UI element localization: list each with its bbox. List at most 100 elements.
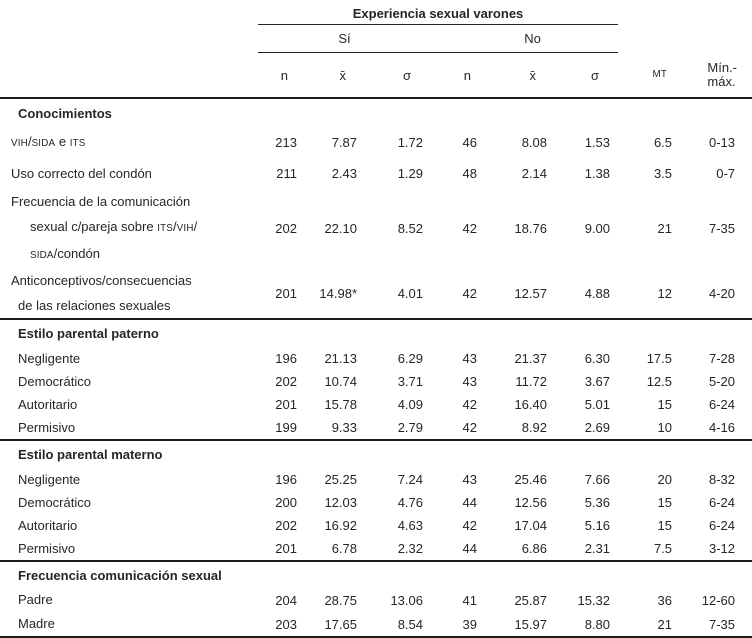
cell-value: 213 bbox=[275, 135, 297, 150]
cell-value: 15.78 bbox=[324, 397, 357, 412]
cell-value: 8-32 bbox=[708, 472, 736, 487]
table-section: Conocimientos VIH/SIDA e ITS 213 7.87 1.72 46… bbox=[0, 98, 752, 319]
row-label: Permisivo bbox=[0, 416, 258, 440]
cell-value: 201 bbox=[275, 285, 297, 301]
small-caps-text: ITS bbox=[157, 223, 174, 234]
cell-value: 203 bbox=[275, 616, 297, 632]
cell-value: 1.29 bbox=[397, 166, 423, 181]
corner-cell bbox=[0, 0, 258, 25]
cell-value: 196 bbox=[275, 351, 297, 366]
cell-value: 21.13 bbox=[324, 351, 357, 366]
cell-value: 42 bbox=[462, 518, 477, 533]
cell-value: 9.00 bbox=[584, 221, 611, 236]
cell-value: 43 bbox=[462, 374, 477, 389]
cell-value: 5.36 bbox=[584, 495, 611, 510]
cell-value: 199 bbox=[275, 420, 297, 435]
cell-value: 6.86 bbox=[521, 541, 547, 556]
cell-value: 25.25 bbox=[324, 472, 357, 487]
cell-value: 17.5 bbox=[646, 351, 673, 366]
row-label: Democrático bbox=[0, 370, 258, 393]
group-header-no: No bbox=[431, 24, 619, 53]
row-label: Madre bbox=[0, 612, 258, 637]
cell-value: 5.01 bbox=[584, 397, 611, 412]
cell-value: 6-24 bbox=[708, 495, 736, 510]
col-header-sigma-no: σ bbox=[555, 52, 619, 99]
group-header-si: Sí bbox=[258, 24, 431, 53]
section-header: Estilo parental paterno bbox=[18, 326, 159, 341]
row-label: Autoritario bbox=[0, 514, 258, 537]
cell-value: 4.76 bbox=[397, 495, 423, 510]
small-caps-text: VIH bbox=[11, 138, 28, 149]
table-row: Anticonceptivos/consecuencias de las rela… bbox=[0, 268, 752, 319]
cell-value: 6-24 bbox=[708, 518, 736, 533]
cell-value: 0-13 bbox=[708, 135, 736, 150]
cell-value: 7.5 bbox=[653, 541, 673, 556]
table-row: Democrático 202 10.74 3.71 43 11.72 3.67 12.5 5-… bbox=[0, 370, 752, 393]
row-label-line: Padre bbox=[18, 592, 53, 607]
row-label-line: Autoritario bbox=[18, 397, 78, 412]
cell-value: 2.31 bbox=[584, 541, 611, 556]
empty-cell bbox=[618, 25, 752, 53]
cell-value: 6.78 bbox=[331, 541, 357, 556]
cell-value: 17.04 bbox=[514, 518, 547, 533]
row-label-line: Uso correcto del condón bbox=[11, 166, 152, 181]
table-row: Permisivo 199 9.33 2.79 42 8.92 2.69 10 4-16 bbox=[0, 416, 752, 440]
col-header-mean-si: x̄ bbox=[305, 52, 365, 99]
cell-value: 4-20 bbox=[708, 285, 736, 301]
table-row: Permisivo 201 6.78 2.32 44 6.86 2.31 7.5 3-12 bbox=[0, 537, 752, 561]
row-label-line: Democrático bbox=[18, 495, 91, 510]
cell-value: 4.63 bbox=[397, 518, 423, 533]
cell-value: 15 bbox=[657, 397, 673, 412]
cell-value: 42 bbox=[462, 285, 477, 301]
cell-value: 2.14 bbox=[521, 166, 547, 181]
cell-value: 5.16 bbox=[584, 518, 611, 533]
cell-value: 21 bbox=[657, 616, 673, 632]
cell-value: 6.29 bbox=[397, 351, 423, 366]
table-header: Experiencia sexual varones Sí No n x̄ σ … bbox=[0, 0, 752, 99]
cell-value: 10.74 bbox=[324, 374, 357, 389]
cell-value: 201 bbox=[275, 541, 297, 556]
cell-value: 3.67 bbox=[584, 374, 611, 389]
cell-value: 8.52 bbox=[397, 221, 423, 236]
table-row: VIH/SIDA e ITS 213 7.87 1.72 46 8.08 1.53 6.5 0-… bbox=[0, 127, 752, 158]
cell-value: 20 bbox=[657, 472, 673, 487]
empty-cell bbox=[0, 25, 258, 53]
row-label-line: VIH/SIDA e ITS bbox=[11, 134, 86, 149]
cell-value: 21.37 bbox=[514, 351, 547, 366]
cell-value: 12.03 bbox=[324, 495, 357, 510]
cell-value: 21 bbox=[657, 221, 673, 236]
section-header: Estilo parental materno bbox=[18, 447, 163, 462]
cell-value: 4.09 bbox=[397, 397, 423, 412]
empty-cell bbox=[0, 52, 258, 99]
row-label-line: Negligente bbox=[18, 351, 81, 366]
cell-value: 10 bbox=[657, 420, 673, 435]
section-header-row: Estilo parental materno bbox=[0, 440, 752, 468]
table-title: Experiencia sexual varones bbox=[258, 0, 619, 25]
row-label-line: SIDA/condón bbox=[30, 246, 100, 261]
cell-value: 25.87 bbox=[514, 592, 547, 608]
table-row: Madre 203 17.65 8.54 39 15.97 8.80 21 7-35 bbox=[0, 612, 752, 637]
section-header: Conocimientos bbox=[18, 105, 112, 121]
section-header-row: Conocimientos bbox=[0, 98, 752, 127]
row-label-line: sexual c/pareja sobre ITS/VIH/ bbox=[30, 219, 198, 234]
row-label: Frecuencia de la comunicación sexual c/pa… bbox=[0, 189, 258, 268]
cell-value: 44 bbox=[462, 541, 477, 556]
row-label: Permisivo bbox=[0, 537, 258, 561]
cell-value: 7.87 bbox=[331, 135, 357, 150]
cell-value: 42 bbox=[462, 221, 477, 236]
cell-value: 4.01 bbox=[397, 285, 423, 301]
cell-value: 11.72 bbox=[515, 374, 547, 389]
cell-value: 15.32 bbox=[577, 592, 611, 608]
cell-value: 12 bbox=[657, 285, 673, 301]
cell-value: 2.32 bbox=[397, 541, 423, 556]
cell-value: 202 bbox=[275, 374, 297, 389]
table-row: Negligente 196 25.25 7.24 43 25.46 7.66 20 8-32 bbox=[0, 468, 752, 491]
col-header-mean-no: x̄ bbox=[485, 52, 555, 99]
cell-value: 36 bbox=[657, 592, 673, 608]
cell-value: 4.88 bbox=[584, 285, 611, 301]
row-label: Autoritario bbox=[0, 393, 258, 416]
small-caps-text: VIH bbox=[176, 223, 194, 234]
cell-value: 28.75 bbox=[324, 592, 357, 608]
cell-value: 3.71 bbox=[397, 374, 423, 389]
